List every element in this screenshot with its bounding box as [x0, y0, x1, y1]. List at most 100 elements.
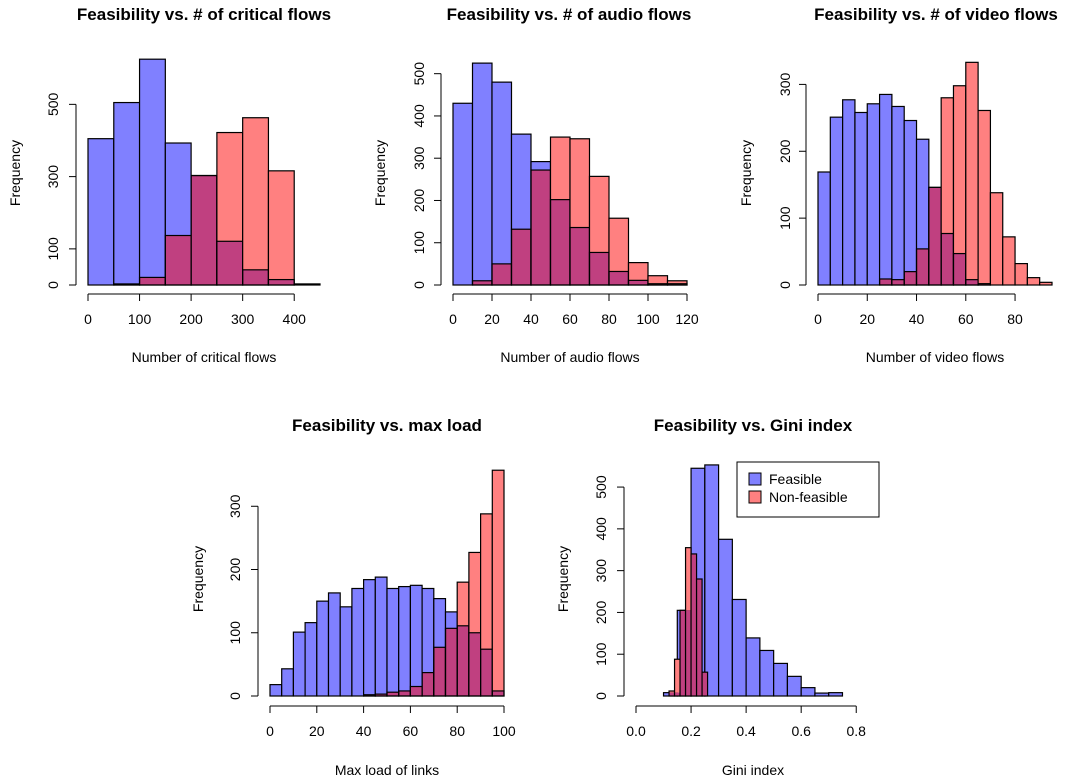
x-tick-label: 0.8: [847, 723, 867, 739]
bar-non-feasible: [667, 280, 687, 284]
bar-overlap: [165, 235, 192, 285]
x-tick-label: 300: [231, 311, 255, 327]
chart-title: Feasibility vs. # of video flows: [814, 5, 1058, 24]
bar-feasible: [717, 538, 733, 697]
bar-non-feasible: [1039, 282, 1052, 285]
bar-overlap: [457, 625, 469, 696]
bar-feasible: [786, 675, 802, 697]
x-tick-label: 60: [562, 311, 578, 327]
bar-feasible: [704, 464, 720, 697]
y-tick-label: 0: [593, 692, 609, 700]
bar-non-feasible: [468, 552, 481, 633]
bar-feasible: [293, 632, 306, 696]
bar-overlap: [191, 175, 217, 285]
x-axis-label: Max load of links: [335, 762, 439, 778]
bar-feasible: [398, 586, 411, 691]
bar-feasible: [731, 598, 747, 697]
bar-feasible: [773, 662, 789, 697]
bar-non-feasible: [242, 117, 269, 270]
bar-overlap: [965, 279, 979, 285]
bar-outline-non-feasible: [627, 262, 649, 286]
bar-feasible: [531, 161, 551, 171]
y-tick-label: 0: [45, 281, 61, 289]
y-tick-label: 400: [593, 517, 609, 541]
bar-non-feasible: [492, 470, 504, 691]
bar-non-feasible: [480, 513, 493, 650]
bar-outline-non-feasible: [1002, 236, 1016, 286]
bar-feasible: [453, 103, 473, 285]
x-tick-label: 120: [675, 311, 699, 327]
bar-non-feasible: [941, 97, 954, 234]
chart-title: Feasibility vs. max load: [292, 416, 482, 435]
bar-overlap: [216, 241, 243, 285]
y-tick-label: 0: [777, 281, 793, 289]
bar-feasible: [830, 117, 843, 285]
x-tick-label: 20: [484, 311, 500, 327]
x-tick-label: 0.2: [681, 723, 701, 739]
bar-overlap: [570, 227, 590, 285]
bar-overlap: [609, 271, 629, 285]
bar-feasible: [363, 579, 376, 695]
bar-overlap: [492, 690, 504, 696]
chart-title: Feasibility vs. # of audio flows: [447, 5, 692, 24]
bar-overlap: [648, 283, 668, 285]
bar-outline-non-feasible: [267, 170, 295, 286]
legend-swatch: [748, 472, 762, 486]
y-tick-label: 500: [593, 475, 609, 499]
bar-non-feasible: [1002, 236, 1016, 285]
bar-overlap: [445, 628, 458, 696]
bar-non-feasible: [570, 138, 590, 228]
bar-feasible: [867, 103, 880, 285]
bar-non-feasible: [1027, 277, 1040, 285]
y-tick-label: 200: [411, 189, 427, 213]
bar-overlap: [669, 692, 675, 696]
x-tick-label: 0: [449, 311, 457, 327]
y-tick-label: 500: [45, 92, 61, 116]
x-tick-label: 80: [601, 311, 617, 327]
bar-outline-non-feasible: [1014, 263, 1028, 286]
x-tick-label: 60: [403, 723, 419, 739]
bar-outline-non-feasible: [608, 217, 630, 286]
y-tick-label: 100: [777, 206, 793, 230]
x-tick-label: 20: [859, 311, 875, 327]
bar-feasible: [113, 102, 140, 284]
y-axis-label: Frequency: [190, 546, 206, 612]
bar-overlap: [422, 672, 434, 696]
bar-feasible: [891, 106, 905, 280]
bar-feasible: [800, 687, 816, 697]
bar-overlap: [628, 280, 648, 285]
bar-overlap: [410, 686, 423, 696]
bar-overlap: [550, 199, 570, 285]
bar-overlap: [480, 649, 493, 696]
legend-label: Feasible: [769, 471, 822, 487]
bar-overlap: [702, 672, 708, 696]
bar-overlap: [879, 278, 892, 285]
bar-outline-non-feasible: [1026, 277, 1041, 286]
bar-feasible: [472, 63, 492, 281]
bar-overlap: [492, 263, 512, 285]
y-tick-label: 100: [227, 621, 243, 645]
x-tick-label: 400: [283, 311, 307, 327]
bar-feasible: [828, 692, 844, 697]
y-tick-label: 200: [227, 558, 243, 582]
x-tick-label: 100: [492, 723, 516, 739]
x-tick-label: 60: [958, 311, 974, 327]
bar-overlap: [667, 283, 687, 285]
x-tick-label: 100: [636, 311, 660, 327]
x-tick-label: 0: [814, 311, 822, 327]
bar-feasible: [759, 649, 775, 697]
bar-non-feasible: [550, 137, 570, 200]
x-axis-label: Number of video flows: [866, 349, 1005, 365]
x-tick-label: 40: [523, 311, 539, 327]
bar-non-feasible: [990, 192, 1003, 285]
y-tick-label: 300: [411, 146, 427, 170]
bar-feasible: [375, 577, 387, 695]
bar-overlap: [696, 579, 703, 696]
y-tick-label: 200: [777, 139, 793, 163]
bar-overlap: [398, 690, 411, 696]
bar-feasible: [916, 139, 929, 249]
bar-overlap: [904, 271, 917, 285]
bar-feasible: [351, 588, 364, 696]
bar-feasible: [422, 588, 434, 673]
